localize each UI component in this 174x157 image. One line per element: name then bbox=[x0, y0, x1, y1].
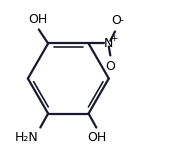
Text: H₂N: H₂N bbox=[15, 131, 39, 144]
Text: +: + bbox=[110, 34, 117, 43]
Text: OH: OH bbox=[88, 131, 107, 144]
Text: -: - bbox=[120, 15, 124, 25]
Text: OH: OH bbox=[28, 13, 48, 26]
Text: O: O bbox=[112, 14, 121, 27]
Text: N: N bbox=[103, 37, 113, 50]
Text: O: O bbox=[105, 60, 115, 73]
